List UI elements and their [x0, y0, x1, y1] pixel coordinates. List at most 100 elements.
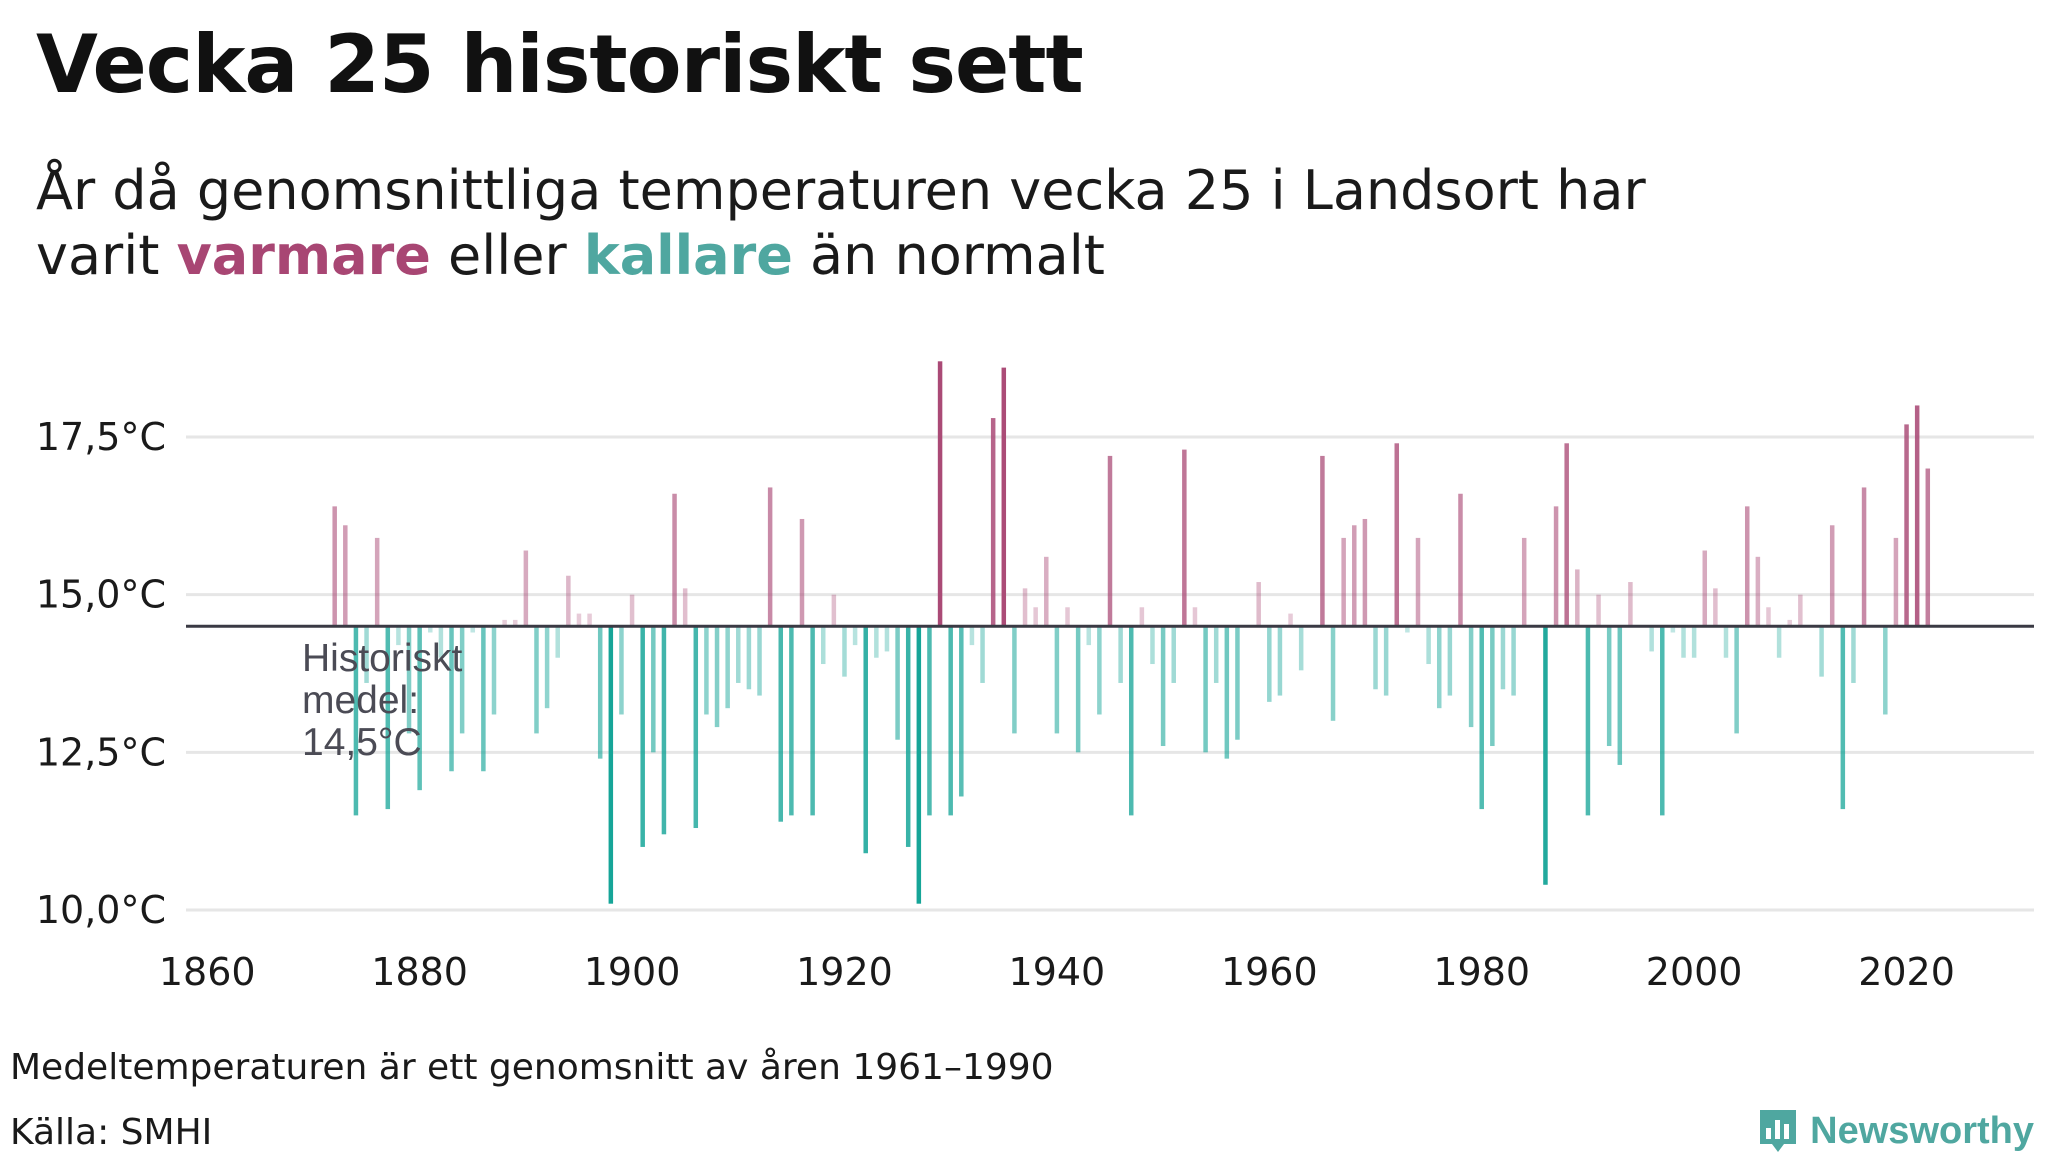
- bar-warm: [1521, 537, 1527, 627]
- y-tick-label: 12,5°C: [36, 730, 166, 774]
- bar-warm: [374, 537, 380, 627]
- bar-cold: [1235, 626, 1240, 740]
- subtitle-pre: varit: [36, 224, 177, 287]
- bar-warm: [799, 518, 805, 627]
- bar-warm: [1755, 556, 1761, 627]
- bar-warm: [1352, 525, 1357, 627]
- bar-cold: [884, 626, 890, 652]
- bar-warm: [1362, 518, 1368, 627]
- bar-cold: [1267, 626, 1272, 702]
- bar-cold: [1606, 626, 1612, 747]
- bar-cold: [428, 626, 433, 633]
- bar-cold: [1468, 626, 1474, 728]
- bar-cold: [1511, 626, 1516, 696]
- bar-cold: [693, 626, 699, 829]
- bar-warm: [990, 418, 996, 627]
- bar-cold: [597, 626, 603, 759]
- bar-cold: [651, 626, 656, 753]
- bar-warm: [1182, 449, 1187, 627]
- bar-warm: [1893, 537, 1899, 627]
- bar-cold: [1819, 626, 1824, 677]
- bar-cold: [1543, 626, 1548, 885]
- bar-cold: [1617, 626, 1623, 765]
- bar-cold: [1447, 626, 1453, 696]
- bar-cold: [927, 626, 932, 816]
- bar-warm: [1744, 506, 1750, 627]
- bar-cold: [1500, 626, 1506, 690]
- bar-chart: 10,0°C 12,5°C 15,0°C 17,5°C 1860 1880 1900 1920…: [36, 361, 2034, 994]
- bar-warm: [1596, 594, 1601, 627]
- bar-warm: [682, 588, 688, 627]
- subtitle-mid: eller: [430, 224, 584, 287]
- bar-cold: [1097, 626, 1102, 715]
- bar-cold: [704, 626, 709, 715]
- bar-warm: [1256, 582, 1261, 627]
- bar-cold: [459, 626, 465, 734]
- x-tick-label: 2000: [1646, 950, 1743, 994]
- bar-cold: [1054, 626, 1060, 734]
- bar-cold: [959, 626, 964, 797]
- bar-cold: [895, 626, 900, 740]
- x-tick-label: 1920: [796, 950, 893, 994]
- bar-cold: [619, 626, 624, 715]
- bar-cold: [757, 626, 762, 696]
- chart-title: Vecka 25 historiskt sett: [36, 18, 1084, 111]
- bar-cold: [417, 626, 422, 791]
- bar-cold: [1298, 626, 1304, 671]
- bar-warm: [831, 594, 837, 627]
- bar-cold: [406, 626, 412, 734]
- axis-layer: 10,0°C 12,5°C 15,0°C 17,5°C 1860 1880 1900 1920…: [36, 415, 2034, 994]
- bar-cold: [905, 626, 911, 847]
- bar-cold: [1479, 626, 1484, 810]
- x-tick-label: 1980: [1433, 950, 1530, 994]
- bar-warm: [1861, 487, 1867, 627]
- bar-cold: [470, 626, 476, 633]
- bar-cold: [438, 626, 444, 658]
- x-tick-label: 1860: [159, 950, 256, 994]
- bar-cold: [364, 626, 369, 683]
- bar-cold: [1012, 626, 1017, 734]
- bar-warm: [1107, 455, 1113, 627]
- subtitle-cold-word: kallare: [583, 224, 793, 287]
- bar-warm: [343, 525, 348, 627]
- bar-warm: [1553, 506, 1559, 627]
- bar-warm: [1139, 607, 1145, 627]
- bar-cold: [1224, 626, 1230, 759]
- x-tick-label: 2020: [1858, 950, 1955, 994]
- footnote: Medeltemperaturen är ett genomsnitt av å…: [10, 1047, 1054, 1088]
- bar-warm: [1415, 537, 1421, 627]
- chart-subtitle: År då genomsnittliga temperaturen vecka …: [36, 158, 1646, 288]
- bar-cold: [948, 626, 953, 816]
- bar-cold: [1160, 626, 1166, 747]
- bar-cold: [916, 626, 922, 904]
- x-tick-label: 1900: [584, 950, 681, 994]
- bar-warm: [1829, 525, 1835, 627]
- bar-cold: [746, 626, 752, 690]
- bar-cold: [1128, 626, 1134, 816]
- bar-warm: [1458, 493, 1463, 627]
- bar-cold: [842, 626, 847, 677]
- reference-label: Historiskt medel: 14,5°C: [302, 637, 463, 764]
- bar-cold: [1075, 626, 1081, 753]
- bar-cold: [736, 626, 741, 683]
- subtitle-line-2: varit varmare eller kallare än normalt: [36, 223, 1646, 288]
- bar-cold: [725, 626, 730, 709]
- bar-cold: [555, 626, 560, 658]
- y-tick-label: 10,0°C: [36, 888, 166, 932]
- bar-cold: [396, 626, 401, 646]
- bar-warm: [566, 575, 571, 627]
- y-tick-label: 15,0°C: [36, 573, 166, 617]
- bar-warm: [502, 619, 507, 627]
- subtitle-warm-word: varmare: [176, 224, 431, 287]
- bar-cold: [544, 626, 550, 709]
- bar-warm: [1766, 607, 1771, 627]
- bar-warm: [1787, 619, 1792, 627]
- y-tick-label: 17,5°C: [36, 415, 166, 459]
- bar-warm: [1713, 588, 1718, 627]
- bar-cold: [661, 626, 667, 835]
- bar-warm: [332, 506, 337, 627]
- brand-name: Newsworthy: [1810, 1109, 2034, 1152]
- bar-cold: [874, 626, 879, 658]
- bar-warm: [1914, 405, 1920, 627]
- bar-warm: [1798, 594, 1803, 627]
